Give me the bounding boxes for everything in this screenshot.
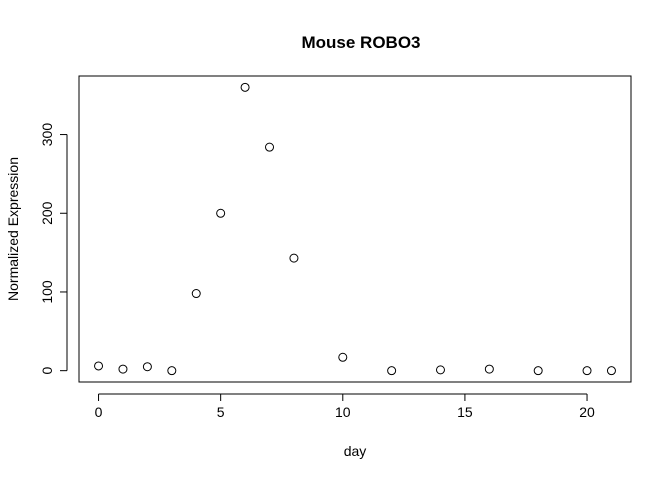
data-point — [606, 366, 616, 376]
y-tick-label: 0 — [39, 367, 55, 375]
y-tick-label: 100 — [39, 280, 55, 304]
x-tick-label: 15 — [457, 404, 473, 420]
data-point — [338, 352, 348, 362]
y-axis: 0 100 200 300 — [39, 123, 68, 375]
data-point — [240, 82, 250, 92]
data-point — [435, 365, 445, 375]
x-axis: 0 5 10 15 20 — [95, 393, 595, 420]
x-tick-label: 20 — [579, 404, 595, 420]
plot-frame — [78, 75, 632, 383]
data-points — [94, 82, 616, 376]
data-point — [533, 366, 543, 376]
data-point — [387, 366, 397, 376]
x-tick-label: 5 — [217, 404, 225, 420]
data-point — [94, 361, 104, 371]
x-tick-label: 10 — [335, 404, 351, 420]
data-point — [142, 362, 152, 372]
y-tick-label: 200 — [39, 201, 55, 225]
data-point — [216, 208, 226, 218]
data-point — [167, 366, 177, 376]
y-axis-label: Normalized Expression — [5, 157, 21, 301]
data-point — [582, 366, 592, 376]
data-point — [118, 364, 128, 374]
chart-title: Mouse ROBO3 — [301, 33, 420, 52]
x-tick-label: 0 — [95, 404, 103, 420]
x-axis-label: day — [344, 443, 367, 459]
data-point — [191, 289, 201, 299]
y-tick-label: 300 — [39, 123, 55, 147]
data-point — [289, 253, 299, 263]
data-point — [484, 364, 494, 374]
data-point — [265, 142, 275, 152]
